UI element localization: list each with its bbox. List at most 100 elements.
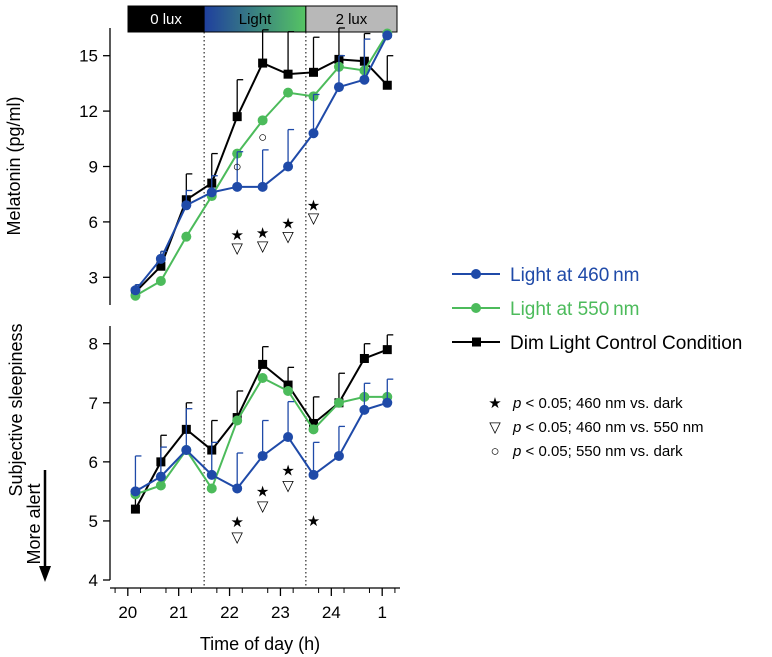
significance-marker: ▽: [282, 229, 294, 246]
more-alert-arrow-head: [39, 566, 51, 582]
data-point: [309, 67, 319, 77]
y-tick-label: 3: [89, 268, 98, 287]
significance-marker: ○: [233, 159, 242, 176]
light-condition-bar: 0 lux Light 2 lux: [127, 5, 398, 588]
significance-legend-symbol: ▽: [489, 419, 501, 436]
data-point: [382, 30, 393, 41]
significance-legend-symbol: ○: [490, 443, 499, 460]
y-tick-label: 6: [89, 453, 98, 472]
significance-description: < 0.05; 460 nm vs. 550 nm: [521, 419, 703, 436]
band-gradient: [203, 5, 307, 33]
x-tick-label: 21: [169, 603, 188, 622]
data-point: [308, 128, 319, 139]
significance-marker: ★: [230, 227, 243, 244]
band-label: Light: [239, 11, 272, 28]
data-point: [181, 231, 192, 242]
y-tick-label: 9: [89, 158, 98, 177]
significance-legend-text: p < 0.05; 550 nm vs. dark: [512, 443, 683, 460]
x-tick-label: 24: [322, 603, 341, 622]
series-light460: [130, 378, 394, 497]
p-symbol: p: [512, 395, 521, 412]
series-line: [134, 33, 389, 297]
data-point: [308, 424, 319, 435]
significance-description: < 0.05; 550 nm vs. dark: [521, 443, 683, 460]
legend-label: Light at 550 nm: [510, 299, 640, 320]
data-point: [283, 69, 293, 79]
data-point: [283, 161, 294, 172]
data-point: [283, 432, 294, 443]
legend-marker: [472, 337, 481, 347]
data-point: [155, 275, 166, 286]
significance-marker: ★: [307, 513, 320, 530]
legend: Light at 460 nm Light at 550 nm Dim Light …: [452, 265, 742, 460]
band-label: 0 lux: [150, 11, 182, 28]
data-point: [155, 471, 166, 482]
data-point: [206, 483, 217, 494]
x-tick-label: 20: [118, 603, 137, 622]
significance-marker: ★: [307, 197, 320, 214]
y-tick-label: 7: [89, 394, 98, 413]
data-point: [232, 415, 243, 426]
band-label: 2 lux: [336, 11, 368, 28]
data-point: [258, 58, 268, 68]
y-tick-label: 6: [89, 213, 98, 232]
data-point: [257, 181, 268, 192]
significance-legend-text: p < 0.05; 460 nm vs. 550 nm: [512, 419, 704, 436]
data-point: [257, 450, 268, 461]
data-point: [359, 353, 369, 363]
significance-marker: ▽: [257, 498, 269, 515]
significance-legend-text: p < 0.05; 460 nm vs. dark: [512, 395, 683, 412]
significance-marker: ▽: [308, 210, 320, 227]
significance-marker: ★: [281, 216, 294, 233]
data-point: [308, 469, 319, 480]
data-point: [257, 115, 268, 126]
data-point: [156, 261, 166, 271]
y-axis-label: Melatonin (pg/ml): [4, 96, 24, 235]
series-light550: [130, 372, 393, 500]
data-point: [333, 397, 344, 408]
y-tick-label: 5: [89, 512, 98, 531]
x-tick-label: 1: [377, 603, 386, 622]
p-symbol: p: [512, 419, 521, 436]
significance-marker: ★: [281, 463, 294, 480]
band-dark: [127, 5, 205, 33]
data-point: [232, 112, 242, 122]
data-point: [206, 187, 217, 198]
legend-label: Dim Light Control Condition: [510, 333, 742, 354]
p-symbol: p: [512, 443, 521, 460]
x-tick-label: 23: [271, 603, 290, 622]
series-light550: [130, 28, 393, 301]
data-point: [309, 418, 319, 428]
data-point: [130, 486, 141, 497]
series-line: [134, 58, 389, 293]
data-point: [130, 285, 141, 296]
data-point: [130, 504, 140, 514]
data-point: [206, 469, 217, 480]
series-light460: [130, 30, 393, 296]
x-axis-label: Time of day (h): [200, 634, 320, 654]
y-axis-label: Subjective sleepiness: [6, 323, 26, 496]
significance-marker: ▽: [231, 529, 243, 546]
significance-legend-symbol: ★: [488, 395, 501, 412]
data-point: [283, 87, 294, 98]
significance-marker: ★: [256, 225, 269, 242]
data-point: [333, 82, 344, 93]
data-point: [382, 345, 392, 355]
x-tick-label: 22: [220, 603, 239, 622]
data-point: [155, 480, 166, 491]
legend-marker: [471, 303, 481, 313]
y-tick-label: 8: [89, 335, 98, 354]
y-tick-label: 12: [79, 102, 98, 121]
data-point: [359, 74, 370, 85]
data-point: [258, 359, 268, 369]
data-point: [382, 80, 392, 90]
legend-marker: [471, 269, 481, 279]
data-point: [283, 380, 293, 390]
data-point: [333, 450, 344, 461]
data-point: [382, 397, 393, 408]
significance-marker: ★: [256, 483, 269, 500]
data-point: [232, 483, 243, 494]
data-point: [232, 181, 243, 192]
